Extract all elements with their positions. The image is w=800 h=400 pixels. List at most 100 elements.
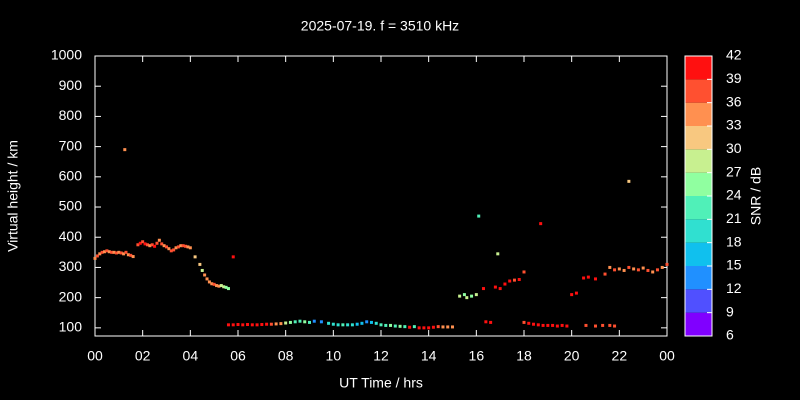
data-point [231, 323, 235, 327]
data-point [660, 265, 664, 269]
colorbar-band [685, 289, 712, 313]
colorbar-tick-label: 42 [726, 47, 742, 63]
colorbar-band [685, 219, 712, 243]
data-point [179, 244, 183, 248]
data-point [188, 246, 192, 250]
data-point [148, 244, 152, 248]
data-point [474, 293, 478, 297]
data-point [408, 325, 412, 329]
data-point [312, 319, 316, 323]
colorbar-tick-label: 18 [726, 233, 742, 249]
data-point [246, 323, 250, 327]
colorbar-band [685, 149, 712, 173]
x-tick-label: 04 [183, 348, 199, 364]
data-point [341, 323, 345, 327]
data-point [360, 321, 364, 325]
y-axis-label: Virtual height / km [5, 140, 21, 252]
data-point [646, 268, 650, 272]
data-point [481, 287, 485, 291]
data-point [551, 323, 555, 327]
data-point [355, 322, 359, 326]
data-point [346, 323, 350, 327]
data-point [384, 323, 388, 327]
data-point [608, 323, 612, 327]
data-point [594, 277, 597, 281]
data-point [617, 267, 621, 271]
data-point [250, 323, 254, 327]
data-point [226, 323, 230, 327]
data-point [155, 241, 159, 245]
data-point [503, 282, 507, 286]
data-point [222, 285, 226, 289]
data-point [93, 256, 97, 260]
data-point [288, 320, 292, 324]
y-tick-label: 100 [59, 319, 83, 335]
data-point [167, 247, 171, 251]
data-point [107, 250, 111, 254]
data-point [555, 324, 559, 328]
data-point [112, 250, 116, 254]
y-tick-label: 200 [59, 288, 83, 304]
y-tick-label: 900 [59, 77, 83, 93]
colorbar-tick-label: 33 [726, 117, 742, 133]
data-point [157, 238, 161, 242]
data-point [117, 250, 121, 254]
data-point [226, 287, 230, 291]
colorbar-band [685, 266, 712, 290]
data-point [327, 321, 331, 325]
data-point [441, 325, 445, 329]
data-point [186, 245, 190, 249]
data-point [379, 323, 383, 327]
data-point [114, 251, 118, 255]
x-tick-label: 00 [659, 348, 675, 364]
colorbar-band [685, 126, 712, 150]
x-tick-label: 20 [564, 348, 580, 364]
data-point [389, 323, 393, 327]
y-tick-label: 600 [59, 168, 83, 184]
colorbar-tick-label: 15 [726, 257, 742, 273]
data-point [236, 323, 240, 327]
data-point [484, 320, 488, 324]
data-point [594, 324, 597, 328]
data-point [427, 326, 431, 330]
data-point [193, 255, 197, 259]
data-point [517, 278, 521, 282]
data-point [241, 323, 245, 327]
data-point [651, 270, 655, 274]
data-point [536, 323, 540, 327]
data-point [319, 320, 323, 324]
x-tick-label: 16 [469, 348, 485, 364]
data-point [255, 323, 259, 327]
data-point [422, 326, 426, 330]
data-point [522, 270, 526, 274]
x-tick-label: 02 [135, 348, 151, 364]
data-point [198, 262, 202, 266]
data-point [298, 319, 302, 323]
data-point [527, 321, 531, 325]
data-point [417, 326, 421, 330]
data-point [212, 282, 216, 286]
data-point [136, 243, 140, 247]
data-point [532, 322, 536, 326]
data-point [231, 255, 235, 259]
data-point [350, 323, 354, 327]
data-point [582, 276, 586, 280]
data-point [138, 241, 142, 245]
data-point [181, 244, 185, 248]
data-point [539, 222, 543, 226]
data-point [123, 148, 127, 152]
data-point [169, 249, 173, 253]
data-point [465, 296, 469, 300]
data-point [570, 293, 574, 297]
data-point [541, 323, 545, 327]
data-point [508, 279, 512, 283]
data-point [162, 244, 166, 248]
data-point [303, 320, 307, 324]
data-point [627, 265, 631, 269]
data-point [603, 272, 607, 276]
data-point [655, 268, 659, 272]
data-point [496, 252, 500, 256]
data-point [574, 291, 578, 295]
